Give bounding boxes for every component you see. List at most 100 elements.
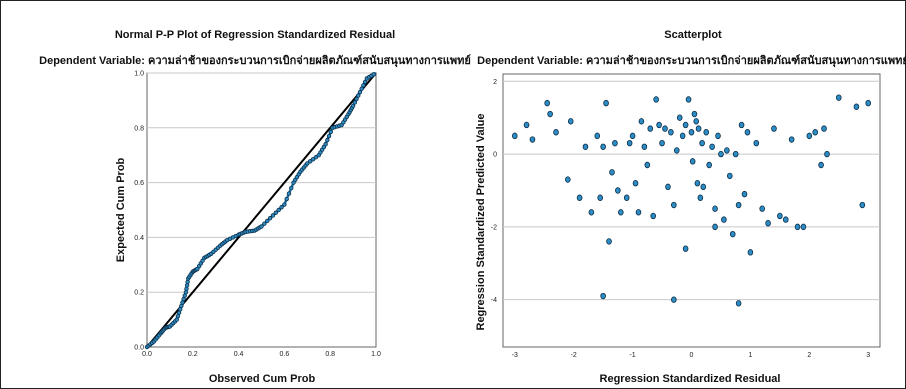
pp-point xyxy=(282,202,287,207)
pp-point xyxy=(350,103,356,109)
scatter-point xyxy=(638,118,645,125)
scatter-point xyxy=(709,143,715,150)
scatter-x-axis-title: Regression Standardized Residual xyxy=(600,373,781,385)
pp-point xyxy=(183,290,189,295)
scatter-point xyxy=(600,143,606,150)
scatter-point xyxy=(821,125,827,132)
scatter-point xyxy=(747,249,754,256)
scatter-point xyxy=(859,201,866,209)
scatter-point xyxy=(564,176,571,183)
pp-point xyxy=(307,159,313,164)
scatter-point xyxy=(782,216,789,223)
pp-point xyxy=(328,129,333,135)
scatter-x-tick-label: -1 xyxy=(629,352,635,359)
scatter-x-tick-label: -2 xyxy=(571,352,577,359)
scatter-point xyxy=(582,143,589,150)
pp-point xyxy=(362,79,368,85)
pp-y-tick-label: 0.2 xyxy=(134,290,144,297)
scatter-point xyxy=(547,110,553,118)
pp-point xyxy=(305,161,310,166)
scatter-point xyxy=(694,179,701,187)
scatter-y-tick-label: -2 xyxy=(491,224,497,231)
pp-point xyxy=(184,286,189,291)
pp-point xyxy=(259,224,264,229)
pp-diagonal-line xyxy=(146,72,377,348)
scatter-x-tick-label: 3 xyxy=(866,352,870,359)
scatter-point xyxy=(818,161,824,169)
scatter-point xyxy=(735,300,742,307)
scatter-point xyxy=(597,194,603,201)
scatter-point xyxy=(641,143,648,150)
scatter-points xyxy=(511,94,872,307)
scatter-point xyxy=(603,99,609,107)
scatter-point xyxy=(794,223,801,231)
scatter-point xyxy=(629,132,636,140)
scatter-point xyxy=(712,223,718,231)
scatter-point xyxy=(659,139,665,147)
scatter-point xyxy=(529,136,536,143)
scatter-point xyxy=(644,161,651,169)
scatter-point xyxy=(653,96,659,103)
scatter-point xyxy=(609,169,615,176)
scatter-point xyxy=(647,125,654,132)
scatter-x-tick-label: 1 xyxy=(748,352,752,359)
pp-x-axis-title: Observed Cum Prob xyxy=(209,373,316,385)
pp-x-tick-label: 0.0 xyxy=(142,351,152,358)
scatter-point xyxy=(735,201,742,209)
scatter-point xyxy=(729,230,736,238)
scatter-title: Scatterplot xyxy=(664,29,722,41)
scatter-point xyxy=(738,121,745,129)
scatter-point xyxy=(753,139,760,147)
scatter-y-axis-title: Regression Standardized Predicted Value xyxy=(475,113,487,330)
pp-point xyxy=(325,137,330,143)
scatter-point xyxy=(682,121,689,129)
scatter-point xyxy=(759,205,765,212)
scatter-point xyxy=(824,150,830,158)
scatter-point xyxy=(656,121,662,129)
scatter-point xyxy=(712,205,718,212)
scatter-point xyxy=(724,147,730,154)
scatter-point xyxy=(685,96,692,103)
scatter-point xyxy=(744,129,751,136)
pp-point xyxy=(361,83,366,88)
pp-y-tick-label: 0.8 xyxy=(134,125,144,132)
scatter-point xyxy=(765,220,771,227)
pp-curve xyxy=(144,71,377,350)
scatter-y-tick-label: -4 xyxy=(491,297,497,304)
scatter-x-tick-label: 0 xyxy=(690,352,694,359)
pp-point xyxy=(352,100,358,105)
pp-reference-line xyxy=(146,72,377,348)
scatter-point xyxy=(668,129,674,136)
scatter-point xyxy=(777,212,783,220)
scatter-point xyxy=(588,209,595,216)
pp-point xyxy=(354,96,359,102)
pp-point xyxy=(276,207,281,213)
scatter-plot: Scatterplot Dependent Variable: ความล่าช… xyxy=(475,29,906,385)
scatter-point xyxy=(771,125,777,132)
scatter-point xyxy=(693,118,700,125)
pp-point xyxy=(185,279,190,285)
scatter-point xyxy=(691,110,698,118)
pp-point xyxy=(265,218,270,224)
scatter-point xyxy=(600,292,606,300)
scatter-y-tick-label: 0 xyxy=(493,152,497,159)
scatter-point xyxy=(511,132,518,140)
pp-plot: Normal P-P Plot of Regression Standardiz… xyxy=(39,29,471,385)
pp-point xyxy=(286,191,292,196)
pp-point xyxy=(357,89,363,95)
pp-y-tick-label: 0.6 xyxy=(134,180,144,187)
scatter-point xyxy=(806,132,813,140)
scatter-gridlines xyxy=(503,80,880,301)
scatter-point xyxy=(679,132,686,140)
scatter-point xyxy=(567,118,574,125)
pp-x-tick-label: 0.4 xyxy=(234,351,244,358)
scatter-point xyxy=(594,132,601,140)
scatter-plot-area xyxy=(502,73,881,348)
scatter-point xyxy=(576,194,583,201)
pp-point xyxy=(310,157,316,162)
scatter-point xyxy=(865,99,872,107)
scatter-point xyxy=(695,125,702,132)
scatter-point xyxy=(662,125,668,132)
scatter-point xyxy=(544,99,550,107)
